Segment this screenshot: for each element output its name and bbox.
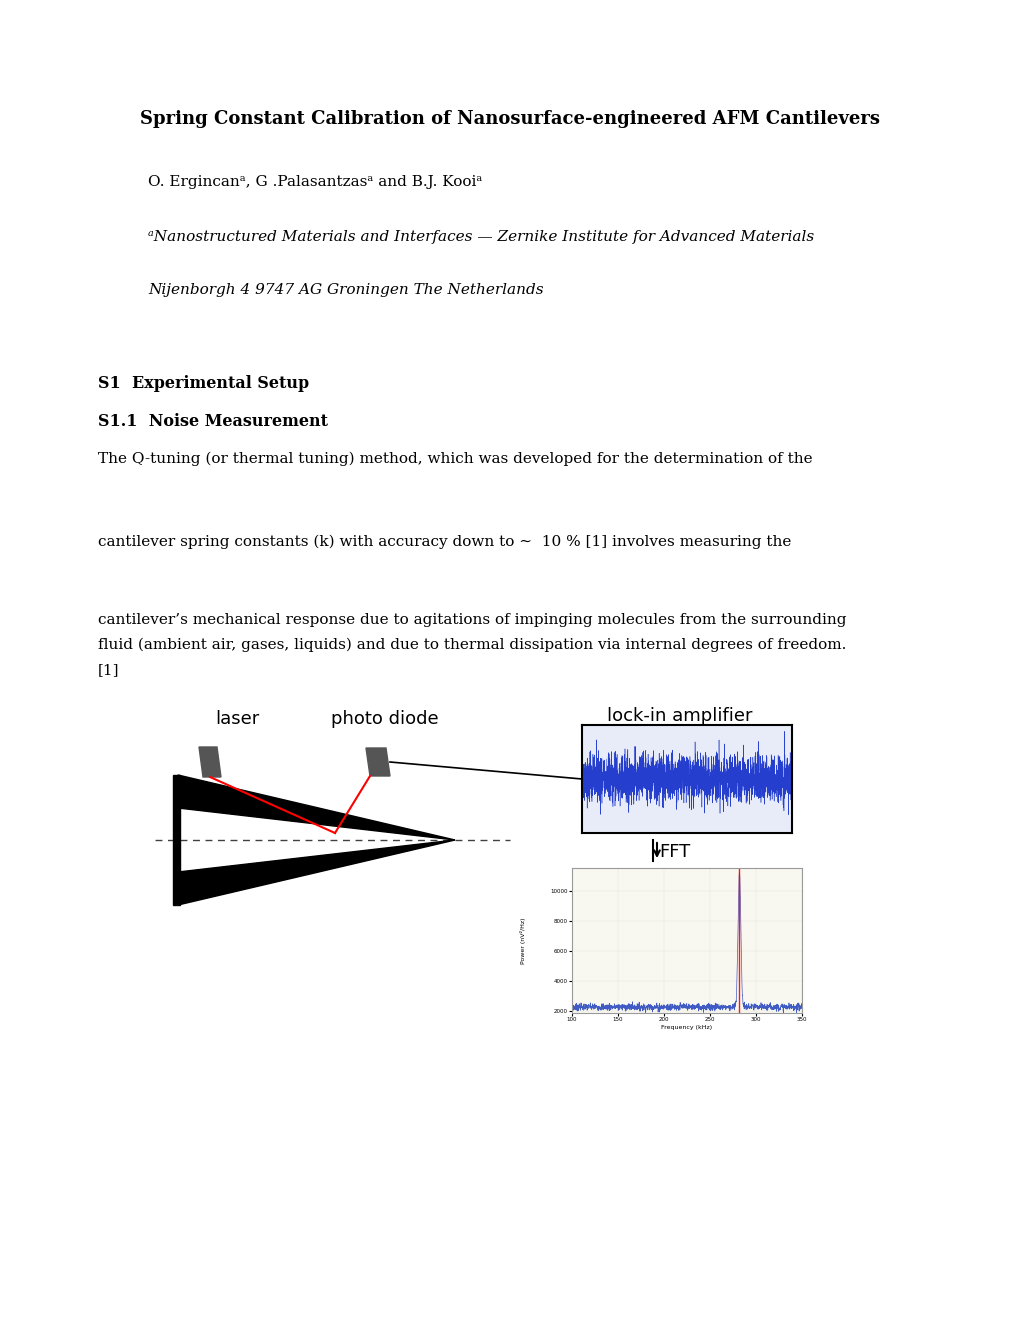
X-axis label: Frequency (kHz): Frequency (kHz) <box>660 1024 712 1030</box>
Text: laser: laser <box>215 710 259 729</box>
Text: O. Ergincanᵃ, G .Palasantzasᵃ and B.J. Kooiᵃ: O. Ergincanᵃ, G .Palasantzasᵃ and B.J. K… <box>148 176 482 189</box>
Text: [1]: [1] <box>98 663 119 677</box>
Text: cantilever spring constants (k) with accuracy down to ∼  10 % [1] involves measu: cantilever spring constants (k) with acc… <box>98 535 791 549</box>
Polygon shape <box>178 775 454 840</box>
Polygon shape <box>173 775 179 906</box>
Text: cantilever’s mechanical response due to agitations of impinging molecules from t: cantilever’s mechanical response due to … <box>98 612 846 627</box>
Polygon shape <box>366 748 389 776</box>
Text: S1  Experimental Setup: S1 Experimental Setup <box>98 375 309 392</box>
Text: ᵃNanostructured Materials and Interfaces — Zernike Institute for Advanced Materi: ᵃNanostructured Materials and Interfaces… <box>148 230 813 244</box>
Y-axis label: Power (nV²/Hz): Power (nV²/Hz) <box>520 917 526 964</box>
Text: lock-in amplifier: lock-in amplifier <box>606 708 752 725</box>
Text: FFT: FFT <box>658 843 690 861</box>
Text: The Q-tuning (or thermal tuning) method, which was developed for the determinati: The Q-tuning (or thermal tuning) method,… <box>98 451 812 466</box>
Text: S1.1  Noise Measurement: S1.1 Noise Measurement <box>98 413 328 430</box>
Polygon shape <box>199 747 221 777</box>
Polygon shape <box>178 840 454 906</box>
Text: fluid (ambient air, gases, liquids) and due to thermal dissipation via internal : fluid (ambient air, gases, liquids) and … <box>98 638 846 652</box>
Text: photo diode: photo diode <box>331 710 438 729</box>
Text: Nijenborgh 4 9747 AG Groningen The Netherlands: Nijenborgh 4 9747 AG Groningen The Nethe… <box>148 282 543 297</box>
Text: Spring Constant Calibration of Nanosurface-engineered AFM Cantilevers: Spring Constant Calibration of Nanosurfa… <box>140 110 879 128</box>
